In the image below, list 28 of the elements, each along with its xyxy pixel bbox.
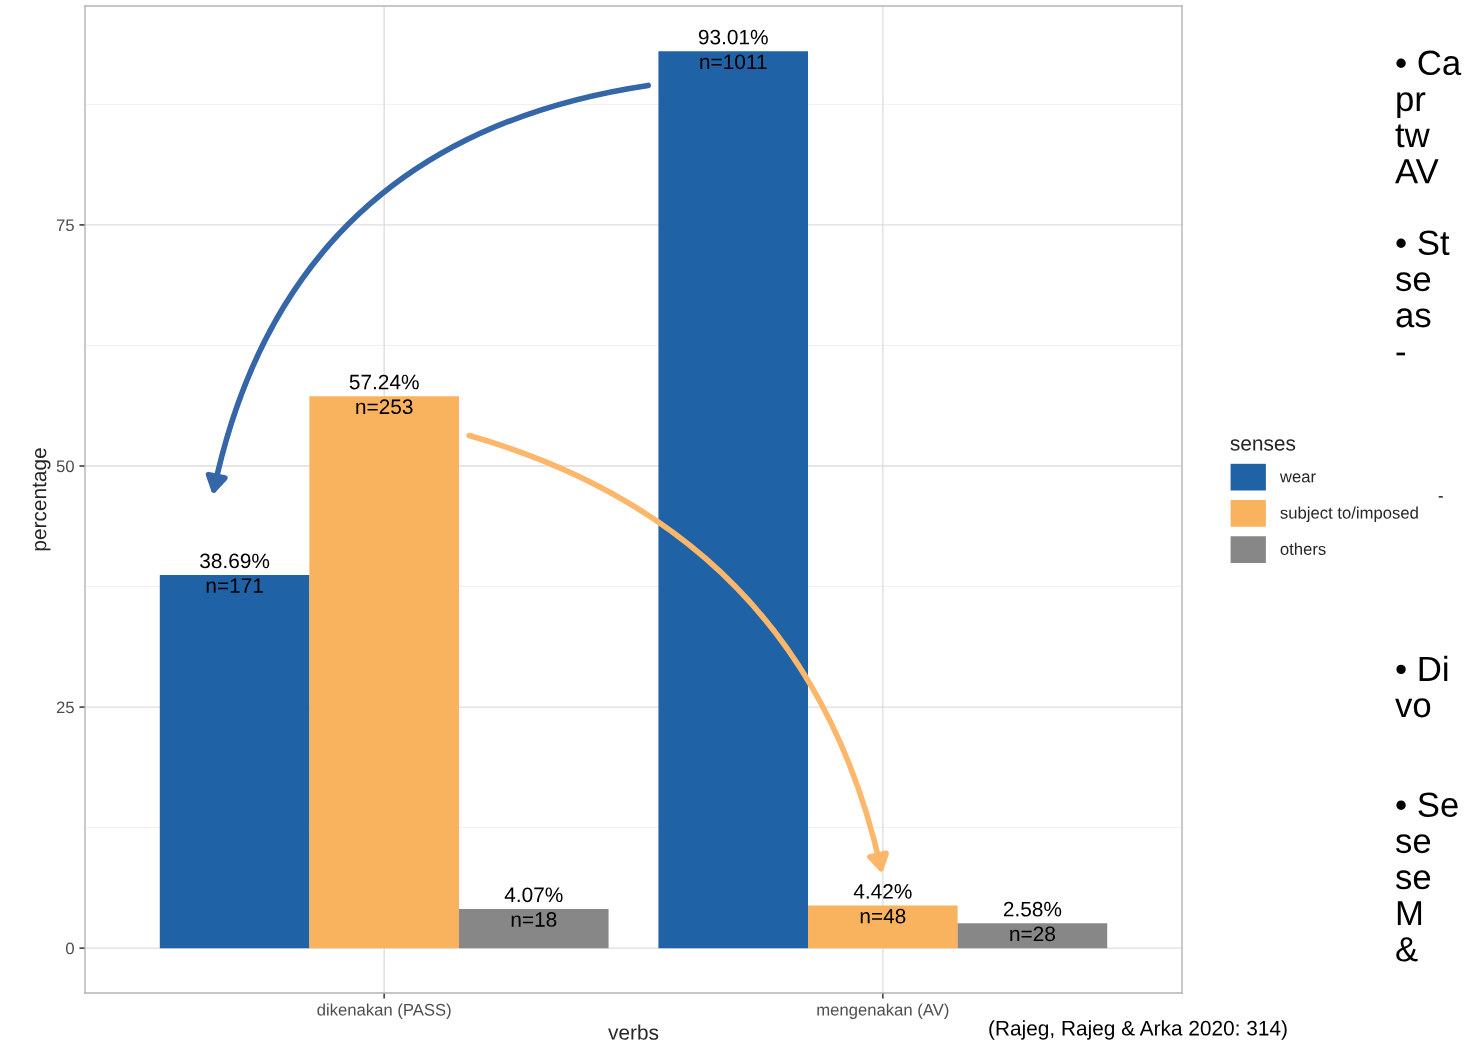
bar xyxy=(957,923,1108,949)
legend-label: wear xyxy=(1279,473,1316,483)
text: • Ca pr tw AV xyxy=(1395,50,1462,184)
legend-label: others xyxy=(1280,542,1326,555)
text: - xyxy=(1438,496,1443,498)
text: • Di vo xyxy=(1395,655,1448,718)
y-axis-title: percentage xyxy=(32,448,51,551)
data-label: 4.07% n=18 xyxy=(504,887,563,927)
text: • St se as - xyxy=(1395,230,1450,356)
y-tick-label: 50 xyxy=(56,460,74,473)
data-label: 93.01% n=1011 xyxy=(698,29,768,70)
x-tick-label: dikenakan (PASS) xyxy=(317,1003,451,1019)
data-label: 2.58% n=28 xyxy=(1003,901,1062,942)
y-tick-label: 0 xyxy=(65,942,74,955)
data-label: 4.42% n=48 xyxy=(853,884,912,924)
text: • Se se se M & xyxy=(1395,792,1458,962)
x-axis-title: verbs xyxy=(608,1024,659,1040)
x-tick-label: mengenakan (AV) xyxy=(817,1003,949,1019)
data-label: 38.69% n=171 xyxy=(200,553,270,593)
bar xyxy=(458,908,609,949)
legend-label: subject to/imposed xyxy=(1280,506,1418,523)
text: (Rajeg, Rajeg & Arka 2020: 314) xyxy=(989,1020,1287,1040)
y-tick-label: 25 xyxy=(56,701,74,714)
bar xyxy=(808,905,958,949)
y-tick-label: 75 xyxy=(56,219,74,232)
bar xyxy=(159,575,310,949)
legend-title: senses xyxy=(1230,439,1296,451)
data-label: 57.24% n=253 xyxy=(349,374,419,415)
